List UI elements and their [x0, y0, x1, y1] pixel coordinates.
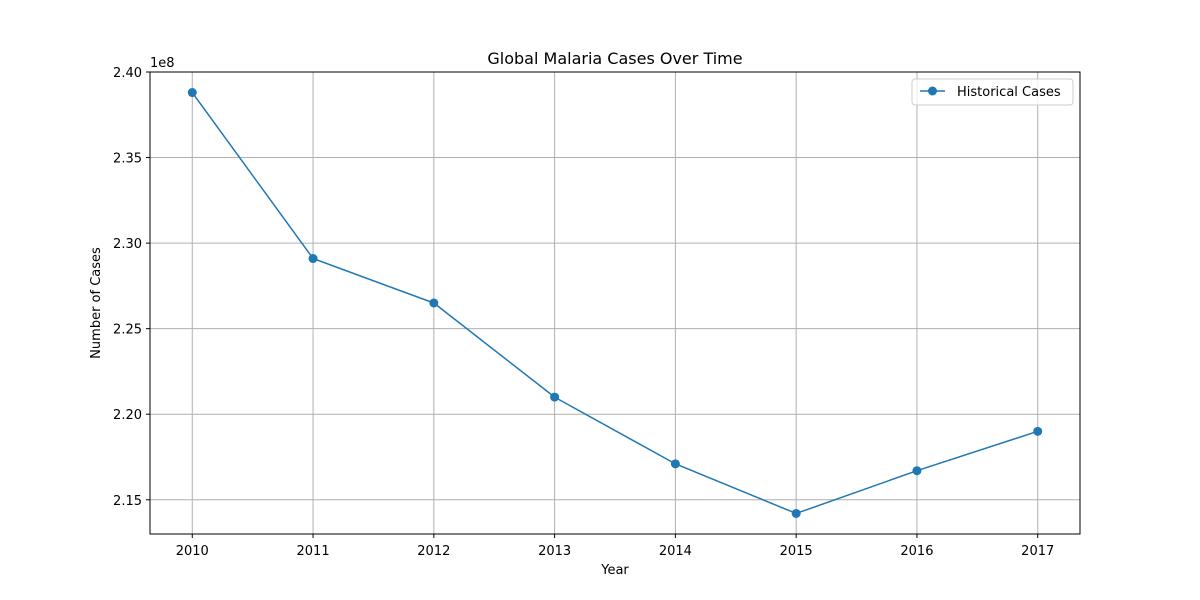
data-point-marker — [1033, 426, 1043, 436]
x-tick-label: 2012 — [417, 544, 450, 559]
x-tick-label: 2015 — [780, 544, 813, 559]
y-tick-label: 2.25 — [113, 323, 142, 338]
data-point-marker — [187, 88, 197, 98]
legend-label-historical-cases: Historical Cases — [957, 85, 1061, 100]
series-line-historical-cases — [191, 92, 1038, 515]
y-tick-label: 2.20 — [113, 408, 142, 423]
data-point-marker — [550, 392, 560, 402]
y-axis-ticks: 2.15 2.20 2.25 2.30 2.35 2.40 — [113, 66, 150, 509]
data-series — [187, 88, 1043, 518]
data-point-marker — [308, 254, 318, 264]
chart-title: Global Malaria Cases Over Time — [487, 49, 742, 68]
x-tick-label: 2010 — [176, 544, 209, 559]
plot-area-frame — [149, 71, 1081, 535]
y-tick-label: 2.15 — [113, 494, 142, 509]
x-tick-label: 2017 — [1021, 544, 1054, 559]
y-tick-label: 2.35 — [113, 152, 142, 167]
legend: Historical Cases — [911, 78, 1074, 106]
data-point-marker — [429, 298, 439, 308]
data-point-marker — [670, 459, 680, 469]
y-tick-label: 2.40 — [113, 66, 142, 81]
y-axis-label: Number of Cases — [89, 247, 104, 359]
x-axis-label: Year — [600, 563, 629, 578]
data-point-marker — [912, 466, 922, 476]
y-tick-label: 2.30 — [113, 237, 142, 252]
legend-box — [911, 78, 1074, 106]
legend-marker-swatch — [928, 86, 937, 96]
x-tick-label: 2014 — [659, 544, 692, 559]
x-tick-label: 2016 — [900, 544, 933, 559]
x-axis-ticks: 2010 2011 2012 2013 2014 2015 2016 2017 — [176, 534, 1054, 559]
y-axis-offset-label: 1e8 — [150, 56, 175, 71]
data-point-marker — [791, 508, 801, 518]
x-tick-label: 2011 — [297, 544, 330, 559]
x-tick-label: 2013 — [538, 544, 571, 559]
